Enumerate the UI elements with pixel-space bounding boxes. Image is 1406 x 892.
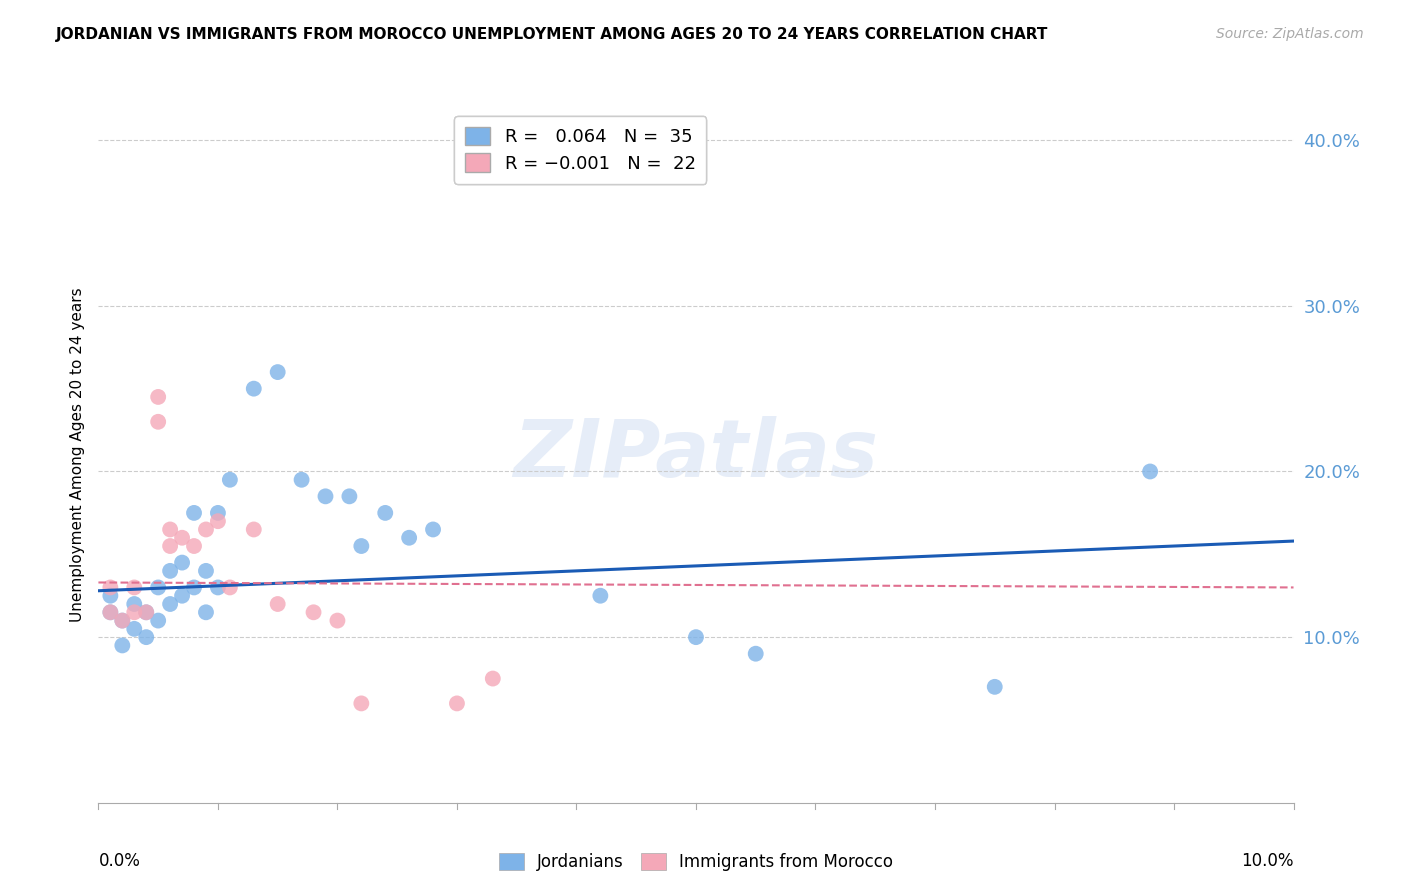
Point	[194, 523, 218, 537]
Point	[219, 473, 242, 487]
Point	[124, 605, 146, 619]
Point	[290, 473, 312, 487]
Point	[148, 614, 170, 628]
Point	[350, 539, 373, 553]
Text: 0.0%: 0.0%	[98, 852, 141, 870]
Text: ZIPatlas: ZIPatlas	[513, 416, 879, 494]
Point	[194, 605, 218, 619]
Point	[207, 506, 229, 520]
Point	[148, 581, 170, 595]
Point	[98, 589, 122, 603]
Point	[302, 605, 325, 619]
Point	[135, 605, 157, 619]
Point	[1139, 465, 1161, 479]
Point	[159, 539, 181, 553]
Point	[159, 597, 181, 611]
Point	[374, 506, 396, 520]
Point	[315, 489, 337, 503]
Point	[422, 523, 444, 537]
Point	[446, 697, 468, 711]
Point	[589, 589, 612, 603]
Point	[243, 523, 266, 537]
Point	[207, 581, 229, 595]
Point	[339, 489, 360, 503]
Point	[243, 382, 266, 396]
Point	[267, 365, 290, 379]
Point	[124, 597, 146, 611]
Point	[172, 556, 194, 570]
Point	[159, 523, 181, 537]
Point	[172, 531, 194, 545]
Point	[148, 390, 170, 404]
Point	[111, 614, 134, 628]
Point	[183, 539, 205, 553]
Point	[685, 630, 707, 644]
Point	[148, 415, 170, 429]
Point	[172, 589, 194, 603]
Point	[267, 597, 290, 611]
Point	[745, 647, 768, 661]
Point	[207, 514, 229, 528]
Point	[135, 630, 157, 644]
Point	[481, 672, 505, 686]
Y-axis label: Unemployment Among Ages 20 to 24 years: Unemployment Among Ages 20 to 24 years	[69, 287, 84, 623]
Point	[98, 581, 122, 595]
Point	[98, 605, 122, 619]
Point	[326, 614, 349, 628]
Point	[350, 697, 373, 711]
Point	[111, 614, 134, 628]
Point	[135, 605, 157, 619]
Point	[398, 531, 420, 545]
Point	[124, 622, 146, 636]
Point	[159, 564, 181, 578]
Legend: R =   0.064   N =  35, R = −0.001   N =  22: R = 0.064 N = 35, R = −0.001 N = 22	[454, 116, 706, 184]
Point	[183, 506, 205, 520]
Point	[194, 564, 218, 578]
Text: Source: ZipAtlas.com: Source: ZipAtlas.com	[1216, 27, 1364, 41]
Point	[183, 581, 205, 595]
Point	[983, 680, 1005, 694]
Text: 10.0%: 10.0%	[1241, 852, 1294, 870]
Point	[98, 605, 122, 619]
Text: JORDANIAN VS IMMIGRANTS FROM MOROCCO UNEMPLOYMENT AMONG AGES 20 TO 24 YEARS CORR: JORDANIAN VS IMMIGRANTS FROM MOROCCO UNE…	[56, 27, 1049, 42]
Point	[219, 581, 242, 595]
Point	[111, 639, 134, 653]
Point	[124, 581, 146, 595]
